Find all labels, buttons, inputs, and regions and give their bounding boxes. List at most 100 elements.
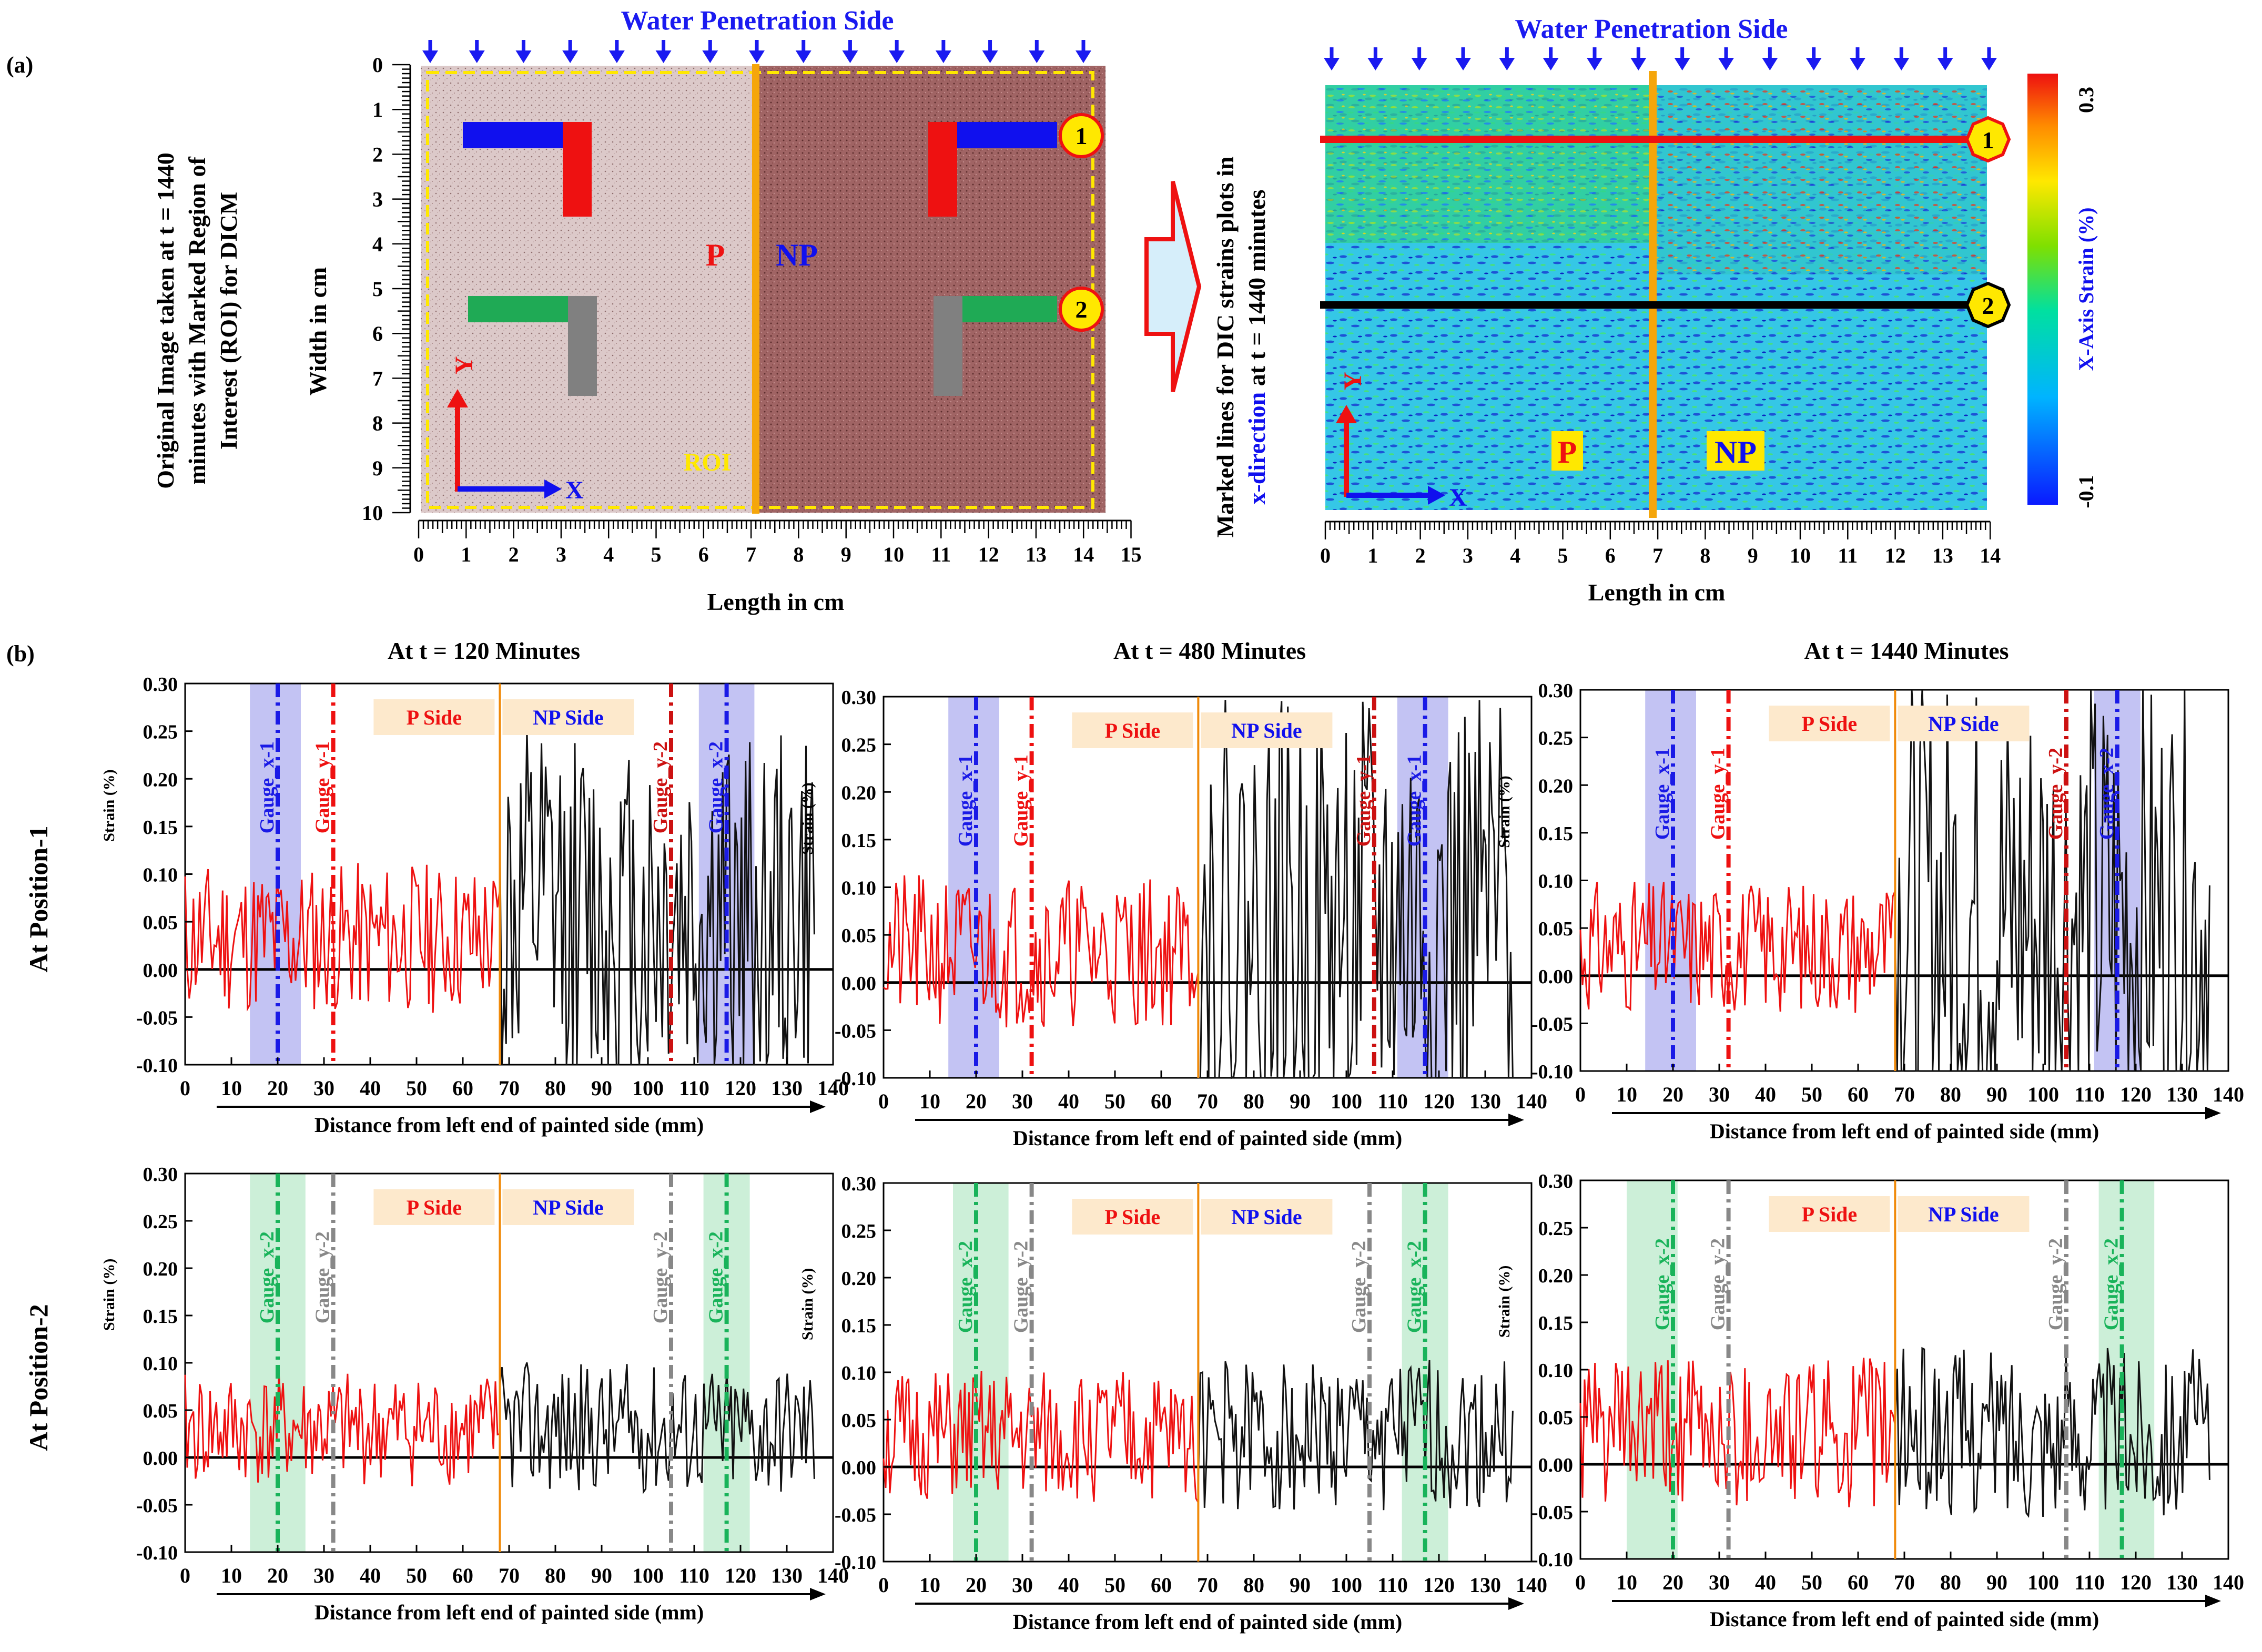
ruler-tick-label: 4: [1510, 544, 1520, 567]
roi-label: ROI: [684, 448, 732, 476]
ruler-tick-label: 11: [931, 543, 951, 566]
axis-y-arrowhead-left: [447, 389, 468, 407]
gauge-label: Gauge_y-2: [312, 1231, 334, 1323]
y-tick-label: 0.05: [1538, 918, 1574, 940]
y-axis-label: Strain (%): [100, 1259, 118, 1331]
colorbar-title: X-Axis Strain (%): [2074, 207, 2098, 371]
gauge-band: [1397, 697, 1448, 1078]
np-side-label: NP Side: [1231, 719, 1302, 742]
y-axis-label: Strain (%): [1496, 1266, 1513, 1338]
y-tick-label: 0.20: [1538, 1265, 1574, 1287]
x-tick-label: 110: [679, 1564, 709, 1587]
gauge-label: Gauge_y-1: [1010, 754, 1032, 847]
gauge-label: Gauge_y-2: [1348, 1241, 1370, 1333]
gauge-x1-green: [468, 296, 568, 322]
width-label: Width in cm: [305, 267, 331, 396]
water-arrow-head: [982, 50, 998, 63]
row-label-2: At Position-2: [24, 1304, 53, 1451]
water-arrow-head: [1718, 58, 1734, 70]
chart-3: Gauge_x-1 Gauge_y-1 Gauge_y-2 Gauge_x-2 P Si…: [1496, 680, 2244, 1143]
left-image-panel: Water Penetration Side 1 2 P NP ROI: [305, 6, 1142, 615]
gauge-label: Gauge_x-1: [955, 754, 977, 847]
y-tick-label: 0.10: [143, 1353, 178, 1375]
x-axis-label: Distance from left end of painted side (…: [1013, 1126, 1402, 1150]
water-arrow-head: [842, 50, 858, 63]
colorbar: [2027, 74, 2058, 505]
ruler-tick-label: 0: [1320, 544, 1331, 567]
gauge-label: Gauge_y-1: [1353, 754, 1375, 847]
ruler-tick-label: 10: [362, 501, 383, 525]
gauge-y1-red: [563, 122, 592, 217]
series-line-p-side: [1579, 882, 1896, 1013]
p-label-box: [1551, 431, 1583, 471]
left-caption-line-1: Original Image taken at t = 1440: [152, 152, 179, 489]
y-tick-label: 0.30: [841, 687, 877, 709]
y-tick-label: 0.15: [143, 1306, 178, 1328]
water-arrow-head: [515, 50, 532, 63]
x-tick-label: 100: [632, 1564, 664, 1587]
left-caption: Original Image taken at t = 1440 minutes…: [152, 152, 242, 489]
x-tick-label: 140: [817, 1076, 849, 1100]
p-label-left: P: [706, 238, 725, 272]
p-side-label: P Side: [1105, 1205, 1161, 1229]
water-arrow-head: [1630, 58, 1647, 70]
water-arrow-head: [1893, 58, 1910, 70]
water-arrow-head: [1499, 58, 1515, 70]
y-tick-label: 0.10: [841, 1362, 877, 1384]
np-side-box: [502, 699, 634, 735]
water-arrow-head: [608, 50, 625, 63]
water-arrow-head: [1455, 58, 1471, 70]
np-side-label: NP Side: [533, 1196, 603, 1219]
water-arrow-head: [422, 50, 438, 63]
ruler-tick-label: 4: [603, 543, 614, 566]
y-tick-label: 0.00: [841, 973, 877, 995]
x-tick-label: 120: [2120, 1083, 2152, 1106]
ruler-tick-label: 5: [1558, 544, 1568, 567]
x-tick-label: 100: [2027, 1571, 2059, 1594]
water-arrow-head: [1674, 58, 1690, 70]
gauge-label: Gauge_y-1: [1707, 748, 1729, 840]
x-tick-label: 80: [545, 1564, 566, 1587]
y-tick-label: 0.20: [1538, 775, 1574, 797]
ruler-tick-label: 14: [1073, 543, 1094, 566]
x-tick-label: 40: [1058, 1573, 1079, 1597]
y-tick-label: -0.05: [136, 1495, 178, 1517]
x-tick-label: 60: [452, 1564, 473, 1587]
marker-1-right: 1: [1965, 116, 2011, 163]
x-axis-label: Distance from left end of painted side (…: [1710, 1607, 2099, 1631]
y-tick-label: 0.05: [143, 1400, 178, 1422]
x-tick-label: 0: [180, 1076, 190, 1100]
x-tick-label: 130: [1469, 1089, 1501, 1113]
y-tick-label: 0.05: [841, 1410, 877, 1432]
y-tick-label: 0.05: [1538, 1407, 1574, 1429]
y-tick-label: 0.30: [1538, 680, 1574, 702]
x-tick-label: 120: [1423, 1089, 1455, 1113]
x-tick-label: 80: [545, 1076, 566, 1100]
ruler-tick-label: 6: [372, 322, 383, 345]
x-tick-label: 90: [1290, 1089, 1311, 1113]
x-tick-label: 30: [313, 1076, 334, 1100]
row-label-1: At Position-1: [24, 825, 53, 972]
gauge-label: Gauge_x-2: [1651, 1238, 1673, 1330]
axis-y-arrowhead-right: [1336, 405, 1357, 423]
col-title-2: At t = 480 Minutes: [1113, 637, 1306, 664]
marker-1-right-text: 1: [1982, 127, 1994, 154]
x-axis-arrowhead: [810, 1588, 826, 1600]
x-tick-label: 40: [1755, 1571, 1776, 1594]
p-side-label: P Side: [1802, 1202, 1858, 1226]
y-tick-label: 0.20: [143, 1258, 178, 1280]
x-tick-label: 120: [2120, 1571, 2152, 1594]
water-side-label-left: Water Penetration Side: [621, 6, 894, 36]
y-tick-label: 0.05: [143, 912, 178, 934]
water-arrow-head: [469, 50, 485, 63]
p-side-label: P Side: [1802, 712, 1858, 736]
np-side-label: NP Side: [533, 706, 603, 729]
gauge-label: Gauge_x-1: [256, 741, 278, 833]
x-axis-label: Distance from left end of painted side (…: [1710, 1119, 2099, 1143]
x-tick-label: 130: [2166, 1083, 2198, 1106]
water-arrow-head: [1411, 58, 1427, 70]
left-caption-line-3: Interest (ROI) for DICM: [215, 192, 242, 450]
p-label-right: P: [1558, 435, 1577, 470]
x-tick-label: 140: [1516, 1089, 1547, 1113]
